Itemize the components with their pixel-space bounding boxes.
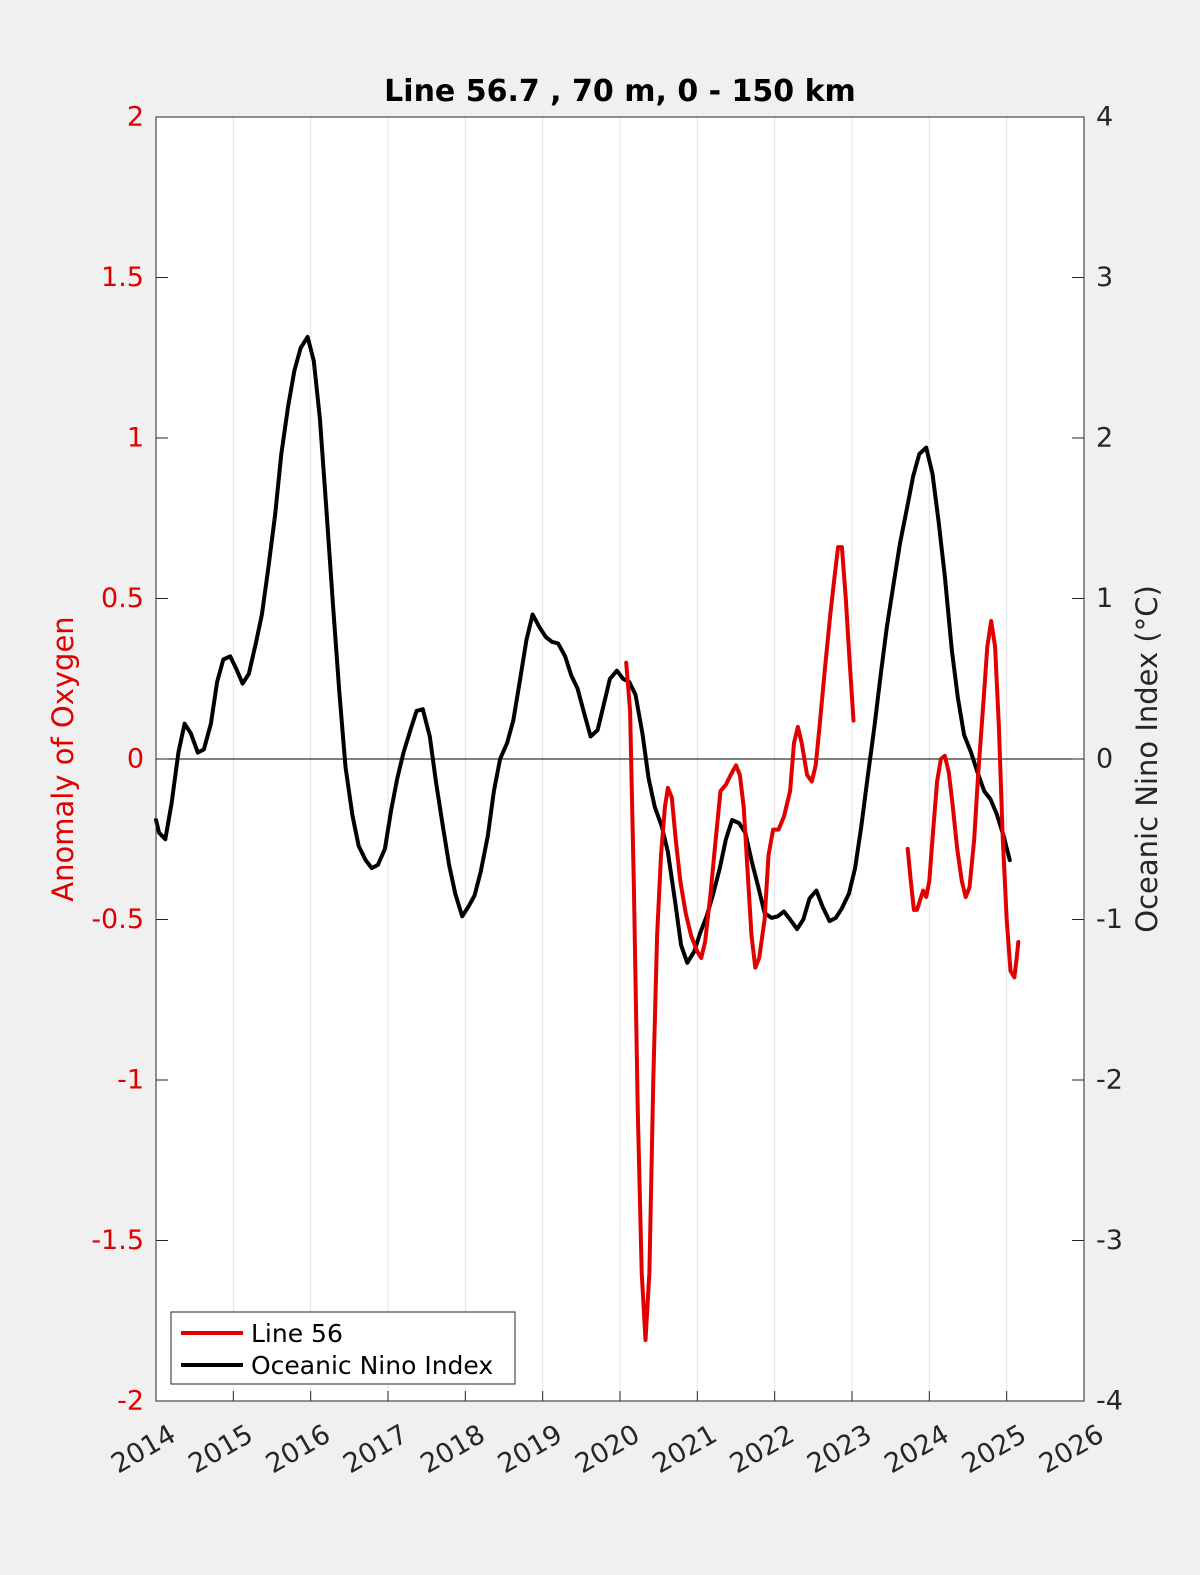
y-right-tick-label: -3 (1096, 1225, 1123, 1256)
series-line-line-56 (905, 619, 1021, 980)
legend: Line 56 Oceanic Nino Index (170, 1311, 516, 1385)
y-right-tick-label: -2 (1096, 1065, 1123, 1096)
y-axis-right-label: Oceanic Nino Index (°C) (1130, 585, 1164, 933)
y-left-tick-label: 0 (127, 744, 144, 775)
y-left-tick-label: -2 (117, 1386, 144, 1417)
y-axis-left-label: Anomaly of Oxygen (46, 616, 80, 901)
y-left-tick-label: -0.5 (91, 904, 144, 935)
legend-label-line-56: Line 56 (251, 1319, 343, 1348)
series-line-line-56 (624, 545, 856, 1342)
y-right-tick-label: 0 (1096, 744, 1113, 775)
y-right-tick-label: 1 (1096, 583, 1113, 614)
series-line-oceanic-nino-index (154, 334, 1012, 965)
y-left-tick-label: 1.5 (101, 262, 144, 293)
y-right-tick-label: 2 (1096, 423, 1113, 454)
series-layer (154, 334, 1021, 1342)
y-left-tick-label: 2 (127, 102, 144, 133)
legend-label-oni: Oceanic Nino Index (251, 1351, 493, 1380)
y-right-tick-label: -1 (1096, 904, 1123, 935)
chart-title: Line 56.7 , 70 m, 0 - 150 km (384, 74, 856, 109)
y-left-tick-label: 1 (127, 423, 144, 454)
y-right-tick-label: 3 (1096, 262, 1113, 293)
y-left-tick-label: 0.5 (101, 583, 144, 614)
y-right-tick-label: -4 (1096, 1386, 1123, 1417)
legend-box (170, 1311, 516, 1385)
y-right-tick-label: 4 (1096, 102, 1113, 133)
y-left-tick-label: -1 (117, 1065, 144, 1096)
y-left-tick-label: -1.5 (91, 1225, 144, 1256)
